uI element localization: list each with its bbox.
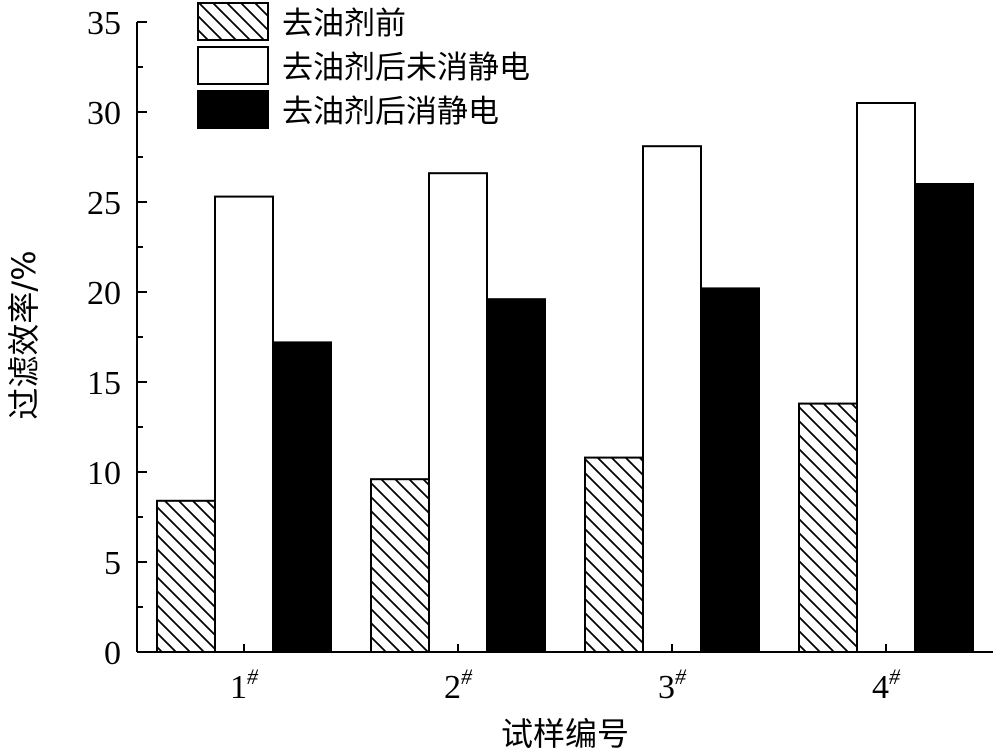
bar-series3-cat3 <box>700 287 760 653</box>
bar-series3-cat4 <box>914 183 974 653</box>
y-tick-label: 0 <box>104 635 121 672</box>
legend-swatch-3 <box>197 90 269 129</box>
bar-series1-cat1 <box>156 499 216 653</box>
x-tick-label: 4# <box>872 664 901 706</box>
x-tick-label: 2# <box>444 664 473 706</box>
bar-series2-cat3 <box>642 145 702 653</box>
y-tick-label: 15 <box>87 365 121 402</box>
legend-swatch-1 <box>197 2 269 41</box>
legend-label-3: 去油剂后消静电 <box>282 94 499 130</box>
y-tick-label: 5 <box>104 545 121 582</box>
y-tick-label: 35 <box>87 5 121 42</box>
bar-series1-cat4 <box>798 402 858 653</box>
y-tick-label: 25 <box>87 185 121 222</box>
x-tick-label: 1# <box>230 664 259 706</box>
axes-layer: 0 5 10 15 20 25 30 35 1# 2# 3# 4# <box>87 5 993 706</box>
bar-series1-cat3 <box>584 456 644 653</box>
legend-label-2: 去油剂后未消静电 <box>282 50 530 86</box>
bar-series3-cat2 <box>486 298 546 653</box>
y-axis-label: 过滤效率/% <box>5 250 43 419</box>
bar-series1-cat2 <box>370 478 430 654</box>
y-tick-label: 20 <box>87 275 121 312</box>
bar-series2-cat2 <box>428 172 488 653</box>
y-tick-label: 10 <box>87 455 121 492</box>
x-tick-label: 3# <box>658 664 687 706</box>
legend-swatch-2 <box>197 46 269 85</box>
legend-label-1: 去油剂前 <box>282 6 406 42</box>
bars-layer <box>156 102 974 654</box>
bar-series2-cat4 <box>856 102 916 653</box>
x-axis-label: 试样编号 <box>501 715 629 753</box>
y-tick-label: 30 <box>87 95 121 132</box>
bar-series2-cat1 <box>214 195 274 653</box>
bar-series3-cat1 <box>272 341 332 653</box>
